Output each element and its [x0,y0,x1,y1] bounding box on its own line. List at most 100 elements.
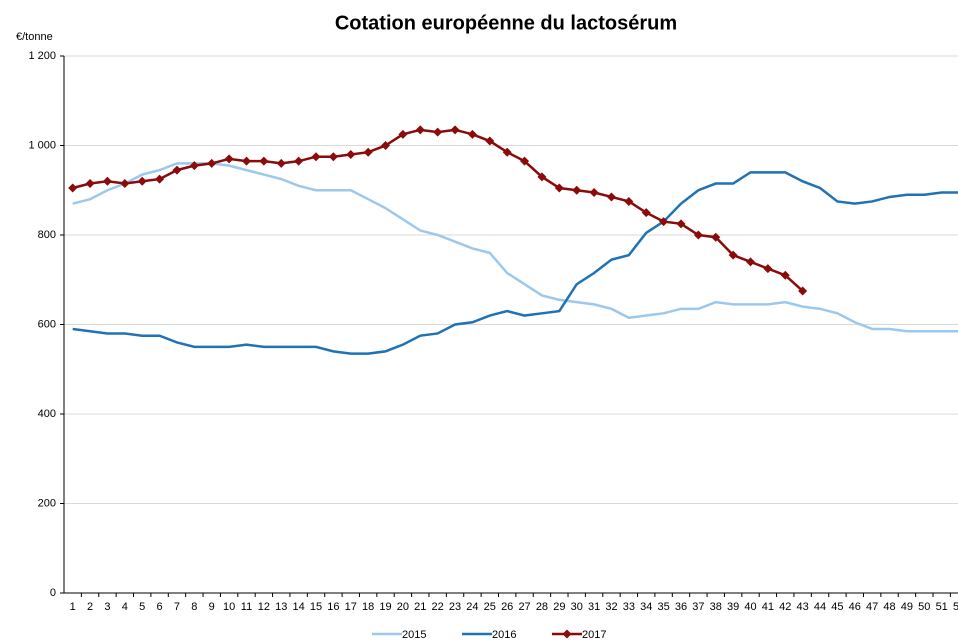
point-marker [433,127,443,137]
y-tick-label: 400 [38,408,56,420]
y-tick-label: 800 [38,229,56,241]
y-tick-label: 0 [50,587,56,599]
x-tick-label: 30 [571,601,583,613]
legend-label: 2016 [492,629,516,641]
point-marker [763,264,773,274]
x-tick-label: 36 [675,601,687,613]
point-marker [728,250,738,260]
point-marker [641,208,651,218]
x-tick-label: 32 [605,601,617,613]
x-tick-label: 11 [241,601,252,613]
x-tick-label: 6 [157,601,163,613]
x-tick-label: 18 [362,601,374,613]
point-marker [502,147,512,157]
x-tick-label: 49 [901,601,913,613]
y-tick-label: 1 000 [28,139,56,151]
x-tick-label: 31 [588,601,600,613]
legend-label: 2017 [582,629,606,641]
x-tick-label: 20 [397,601,409,613]
point-marker [346,149,356,159]
point-marker [589,187,599,197]
x-tick-label: 37 [692,601,704,613]
point-marker [241,156,251,166]
x-tick-label: 3 [104,601,110,613]
x-tick-label: 22 [432,601,444,613]
point-marker [485,136,495,146]
x-tick-label: 1 [70,601,76,613]
x-tick-label: 48 [883,601,895,613]
x-tick-label: 4 [122,601,128,613]
x-tick-label: 45 [831,601,843,613]
point-marker [659,217,669,227]
point-marker [102,176,112,186]
x-tick-label: 43 [797,601,809,613]
point-marker [398,129,408,139]
point-marker [155,174,165,184]
point-marker [172,165,182,175]
x-tick-label: 12 [258,601,270,613]
point-marker [520,156,530,166]
x-tick-label: 7 [174,601,180,613]
x-tick-label: 25 [484,601,496,613]
x-tick-label: 24 [466,601,478,613]
y-tick-label: 200 [38,497,56,509]
x-tick-label: 33 [623,601,635,613]
point-marker [676,219,686,229]
x-tick-label: 26 [501,601,513,613]
x-tick-label: 14 [293,601,305,613]
point-marker [780,270,790,280]
point-marker [572,185,582,195]
point-marker [189,161,199,171]
x-tick-label: 19 [379,601,391,613]
point-marker [363,147,373,157]
point-marker [328,152,338,162]
point-marker [294,156,304,166]
x-tick-label: 44 [814,601,826,613]
y-tick-label: 600 [38,318,56,330]
y-tick-label: 1 200 [28,50,56,62]
x-tick-label: 16 [327,601,339,613]
series-line [72,162,958,333]
point-marker [798,286,808,296]
x-tick-label: 34 [640,601,652,613]
chart-title: Cotation européenne du lactosérum [335,12,677,34]
point-marker [224,154,234,164]
point-marker [381,141,391,150]
x-tick-label: 51 [936,601,948,613]
x-tick-label: 27 [518,601,530,613]
x-tick-label: 47 [866,601,878,613]
point-marker [207,158,217,168]
point-marker [276,158,286,168]
point-marker [311,152,321,162]
y-axis-label: €/tonne [16,31,53,43]
point-marker [85,179,95,189]
x-tick-label: 9 [209,601,215,613]
point-marker [120,179,130,189]
point-marker [624,196,634,206]
x-tick-label: 35 [657,601,669,613]
series-line [72,128,804,292]
point-marker [137,176,147,186]
x-tick-label: 21 [414,601,426,613]
x-tick-label: 46 [849,601,861,613]
x-tick-label: 50 [918,601,930,613]
x-tick-label: 17 [345,601,357,613]
legend-label: 2015 [402,629,426,641]
x-tick-label: 52 [953,601,958,613]
x-tick-label: 29 [553,601,565,613]
point-marker [259,156,269,166]
x-tick-label: 2 [87,601,93,613]
x-tick-label: 40 [744,601,756,613]
x-tick-label: 13 [275,601,287,613]
point-marker [467,129,477,139]
point-marker [746,257,756,267]
x-tick-label: 10 [223,601,235,613]
x-tick-label: 38 [710,601,722,613]
point-marker [711,232,721,242]
point-marker [415,125,425,135]
x-tick-label: 15 [310,601,322,613]
point-marker [450,125,460,135]
point-marker [68,183,78,193]
